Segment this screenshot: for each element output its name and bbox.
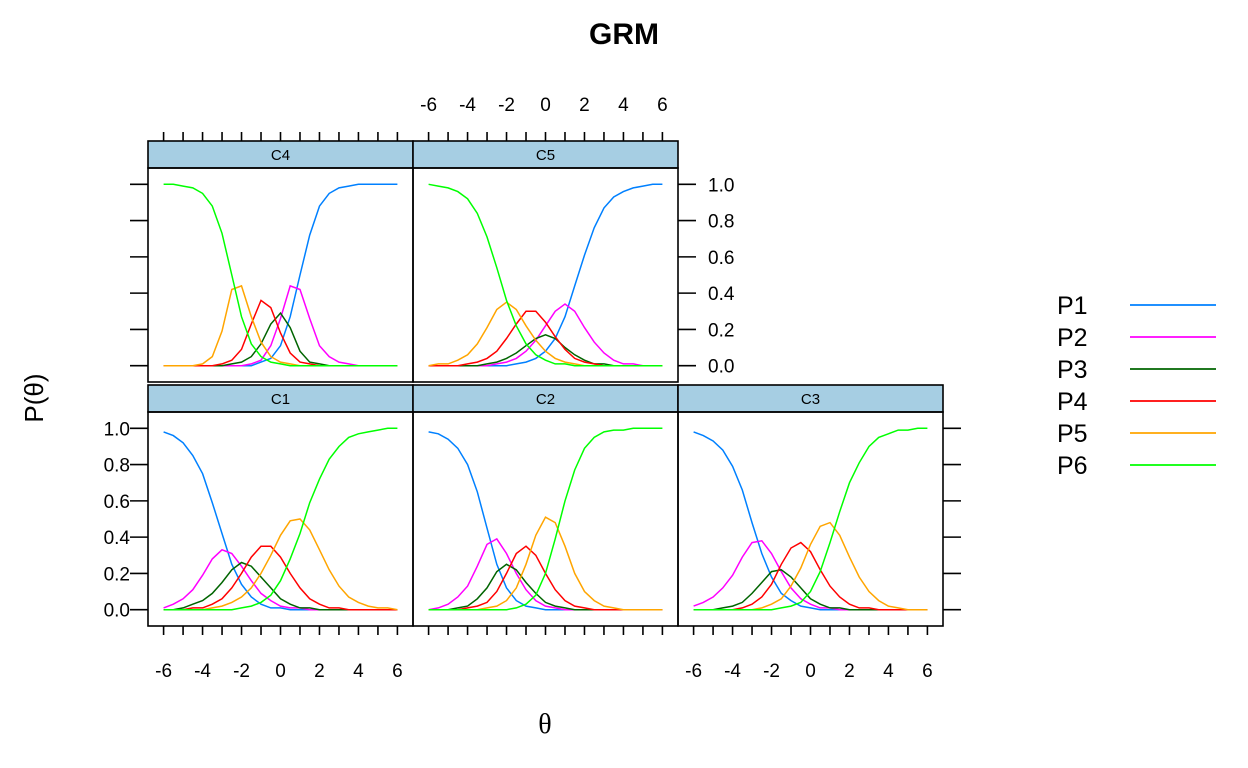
x-tick-label: 4 xyxy=(883,661,894,682)
legend-item-p6: P6 xyxy=(1057,452,1216,480)
series-line-p6 xyxy=(428,427,663,611)
x-tick-label: 2 xyxy=(579,95,590,116)
legend: P1 P2 P3 P4 P5 P6 xyxy=(1057,292,1216,480)
strip-c3 xyxy=(677,384,944,413)
x-tick-label: -2 xyxy=(763,661,780,682)
series-line-p5 xyxy=(163,284,398,367)
x-tick-label: 2 xyxy=(314,661,325,682)
panel-c5: C5 xyxy=(412,140,679,383)
x-tick-label: -4 xyxy=(724,661,741,682)
x-tick-label: -4 xyxy=(459,95,476,116)
y-tick-label: 0.6 xyxy=(708,248,734,269)
y-tick-label: 0.0 xyxy=(708,357,734,378)
legend-item-p3: P3 xyxy=(1057,356,1216,384)
x-tick-label: 4 xyxy=(618,95,629,116)
series-line-p4 xyxy=(163,299,398,367)
strip-label: C5 xyxy=(536,147,555,164)
x-tick-label: 6 xyxy=(392,661,403,682)
panel-frame xyxy=(412,167,679,383)
legend-item-p5: P5 xyxy=(1057,420,1216,448)
x-tick-label: -2 xyxy=(233,661,250,682)
strip-label: C2 xyxy=(536,391,555,408)
y-tick-label: 0.8 xyxy=(708,212,734,233)
series-line-p1 xyxy=(428,183,663,367)
series-line-p5 xyxy=(428,301,663,367)
series-line-p3 xyxy=(163,561,398,611)
series-line-p1 xyxy=(163,431,398,611)
panel-frame xyxy=(147,167,414,383)
y-tick-label: 1.0 xyxy=(708,175,734,196)
legend-label: P2 xyxy=(1057,324,1088,352)
legend-label: P5 xyxy=(1057,420,1088,448)
x-tick-label: -6 xyxy=(685,661,702,682)
x-tick-label: 4 xyxy=(353,661,364,682)
x-tick-label: 2 xyxy=(844,661,855,682)
x-tick-label: 0 xyxy=(805,661,816,682)
x-tick-label: 0 xyxy=(540,95,551,116)
strip-label: C1 xyxy=(271,391,290,408)
y-tick-label: 0.2 xyxy=(708,320,734,341)
series-line-p6 xyxy=(428,183,663,367)
legend-label: P4 xyxy=(1057,388,1088,416)
series-line-p1 xyxy=(428,431,663,611)
x-tick-label: -6 xyxy=(155,661,172,682)
strip-c4 xyxy=(147,140,414,169)
legend-label: P6 xyxy=(1057,452,1088,480)
x-tick-label: 6 xyxy=(922,661,933,682)
chart-title: GRM xyxy=(589,18,659,51)
series-line-p5 xyxy=(163,518,398,611)
y-tick-label: 0.4 xyxy=(708,284,735,305)
legend-item-p2: P2 xyxy=(1057,324,1216,352)
panel-c3: C3 xyxy=(677,384,944,627)
x-tick-label: 0 xyxy=(275,661,286,682)
y-tick-label: 0.0 xyxy=(104,601,130,622)
series-line-p3 xyxy=(163,311,398,367)
panel-frame xyxy=(677,411,944,627)
panel-c1: C1 xyxy=(147,384,414,627)
legend-item-p1: P1 xyxy=(1057,292,1216,320)
x-tick-label: -2 xyxy=(498,95,515,116)
y-tick-label: 0.2 xyxy=(104,564,130,585)
x-tick-label: -4 xyxy=(194,661,211,682)
series-line-p4 xyxy=(428,545,663,611)
series-line-p6 xyxy=(163,183,398,367)
series-line-p5 xyxy=(693,521,928,611)
panels: C1 C2 C3 C4 C5 xyxy=(147,140,944,627)
legend-label: P1 xyxy=(1057,292,1088,320)
x-tick-label: -6 xyxy=(420,95,437,116)
strip-label: C4 xyxy=(271,147,290,164)
y-tick-label: 0.6 xyxy=(104,492,130,513)
series-line-p6 xyxy=(163,427,398,611)
series-line-p2 xyxy=(163,284,398,367)
panel-c4: C4 xyxy=(147,140,414,383)
y-tick-label: 0.4 xyxy=(104,528,131,549)
series-line-p1 xyxy=(163,183,398,367)
y-axis-label: P(θ) xyxy=(19,373,49,422)
y-tick-label: 1.0 xyxy=(104,419,130,440)
panel-c2: C2 xyxy=(412,384,679,627)
legend-label: P3 xyxy=(1057,356,1088,384)
y-tick-label: 0.8 xyxy=(104,456,130,477)
series-line-p1 xyxy=(693,431,928,611)
series-line-p4 xyxy=(163,545,398,611)
axes: -6 -4 -2 0 2 4 6 -6 -4 -2 0 2 4 6 -6 -4 -2 0 2 4 6 0.0 0.2 0.4 0… xyxy=(104,95,961,682)
series-line-p5 xyxy=(428,516,663,611)
strip-label: C3 xyxy=(801,391,820,408)
series-line-p6 xyxy=(693,427,928,611)
legend-item-p4: P4 xyxy=(1057,388,1216,416)
strip-c1 xyxy=(147,384,414,413)
x-axis-label: θ xyxy=(538,709,551,740)
x-tick-label: 6 xyxy=(657,95,668,116)
